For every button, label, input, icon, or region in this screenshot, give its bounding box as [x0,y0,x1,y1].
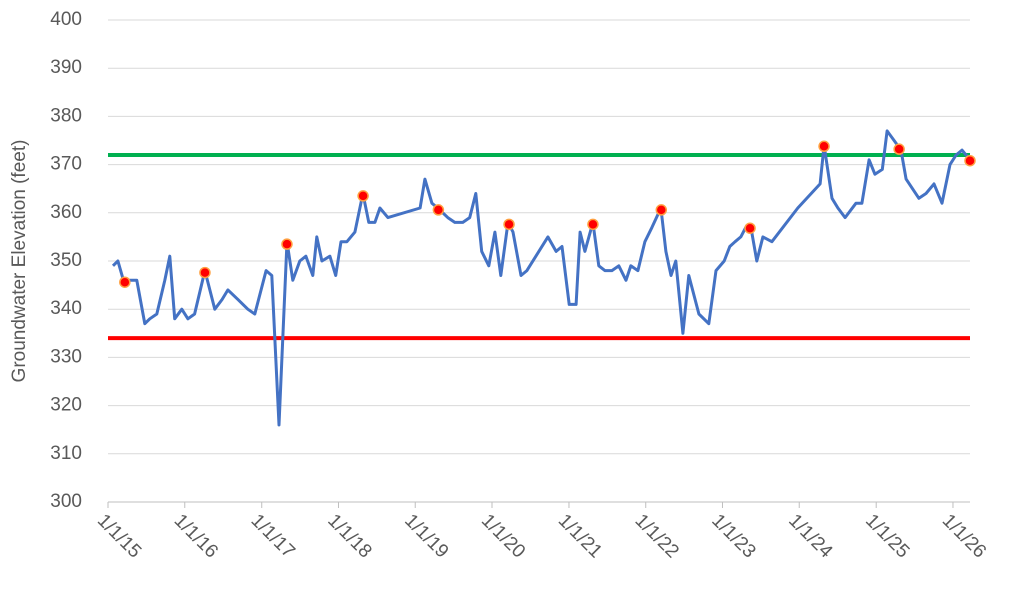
y-axis-label: Groundwater Elevation (feet) [9,140,30,383]
x-tick-label: 1/1/24 [784,510,837,563]
y-tick-label: 340 [50,298,82,319]
marker [964,154,976,167]
y-tick-label: 380 [50,105,82,126]
marker [818,140,830,153]
marker [199,266,211,279]
marker [281,238,293,250]
y-tick-label: 310 [50,443,82,464]
y-tick-label: 350 [50,250,82,271]
marker [432,204,445,216]
y-tick-label: 360 [50,202,82,223]
y-tick-label: 320 [50,395,82,416]
x-tick-label: 1/1/21 [554,510,606,562]
marker [744,222,756,234]
x-tick-label: 1/1/26 [938,510,990,562]
y-tick-label: 300 [50,491,82,512]
x-tick-label: 1/1/15 [93,510,145,562]
marker [655,204,668,216]
x-tick-label: 1/1/20 [477,510,529,562]
x-tick-label: 1/1/19 [400,510,452,562]
marker [893,143,905,155]
marker [587,218,599,231]
x-tick-label: 1/1/18 [323,510,375,562]
x-tick-label: 1/1/25 [861,510,913,562]
y-tick-label: 400 [50,9,82,30]
x-tick-label: 1/1/23 [707,510,759,562]
data-line [111,129,972,427]
y-tick-label: 390 [50,57,82,78]
x-tick-label: 1/1/17 [247,510,299,562]
marker [357,190,369,202]
y-tick-label: 370 [50,154,82,175]
y-tick-label: 330 [50,346,82,367]
marker [503,218,515,231]
x-tick-label: 1/1/22 [631,510,683,562]
x-tick-label: 1/1/16 [170,510,222,562]
marker [119,276,131,288]
